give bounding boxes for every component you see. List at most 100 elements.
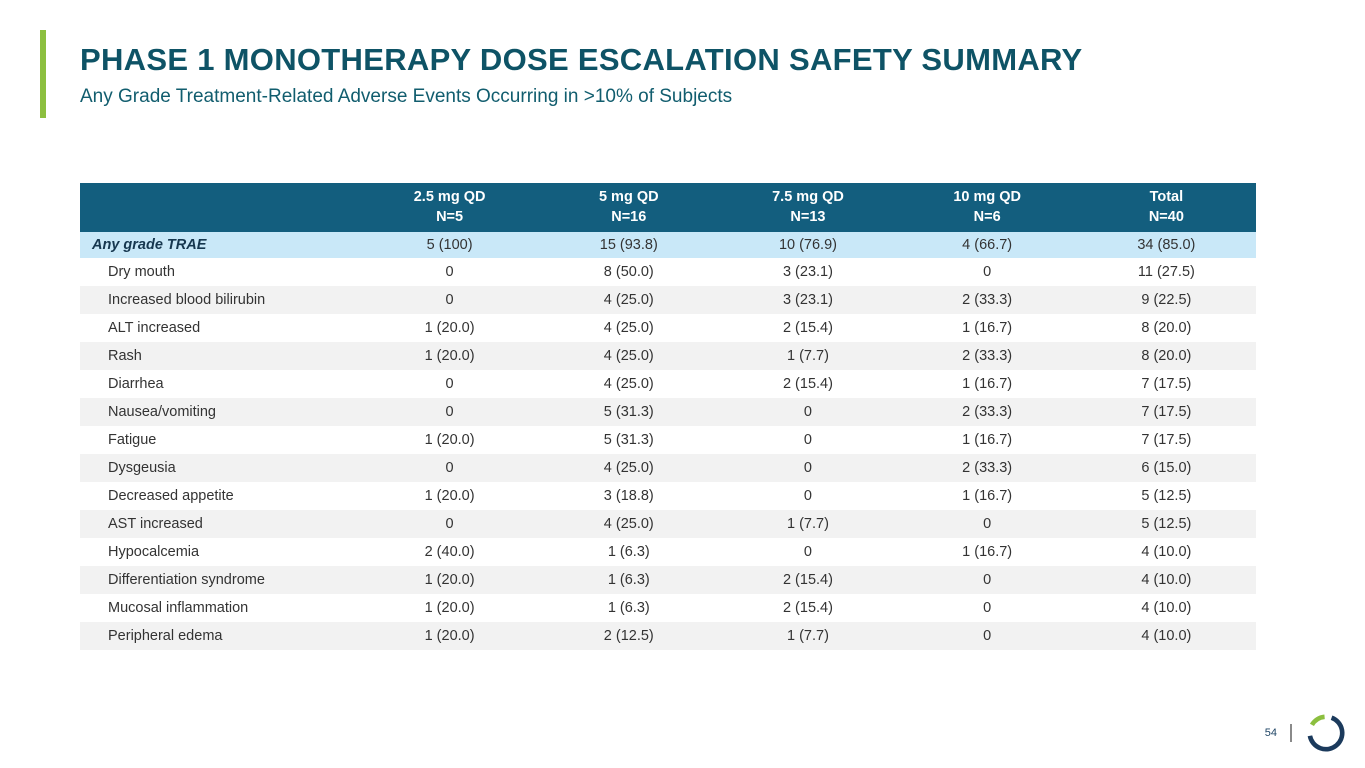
page-title: PHASE 1 MONOTHERAPY DOSE ESCALATION SAFE… <box>80 42 1083 77</box>
cell-value: 0 <box>897 510 1077 538</box>
table-row: Rash 1 (20.0) 4 (25.0) 1 (7.7) 2 (33.3) 8 (20… <box>80 342 1256 370</box>
cell-value: 9 (22.5) <box>1076 286 1256 314</box>
row-label: Mucosal inflammation <box>108 600 249 616</box>
column-header: 2.5 mg QD N=5 <box>360 183 540 232</box>
cell-value: 1 (7.7) <box>718 622 898 650</box>
table-row: Hypocalcemia 2 (40.0) 1 (6.3) 0 1 (16.7) 4 (1… <box>80 538 1256 566</box>
cell-value: 2 (15.4) <box>718 566 898 594</box>
cell-value: 2 (40.0) <box>424 544 475 560</box>
row-label: Peripheral edema <box>80 622 360 650</box>
table-row: Dysgeusia 0 4 (25.0) 0 2 (33.3) 6 (15.0) <box>80 454 1256 482</box>
cell-value: 4 (25.0) <box>603 376 654 392</box>
cell-value: 2 (33.3) <box>897 454 1077 482</box>
cell-value: 34 (85.0) <box>1076 232 1256 258</box>
cell-value: 8 (50.0) <box>603 264 654 280</box>
row-label: Diarrhea <box>108 376 164 392</box>
table-row: Diarrhea 0 4 (25.0) 2 (15.4) 1 (16.7) 7 (17.5… <box>80 370 1256 398</box>
cell-value: 0 <box>445 376 454 392</box>
page-subtitle: Any Grade Treatment-Related Adverse Even… <box>80 86 733 107</box>
cell-value: 1 (7.7) <box>718 342 898 370</box>
table-row: Fatigue 1 (20.0) 5 (31.3) 0 1 (16.7) 7 (17.5) <box>80 426 1256 454</box>
table-row: Increased blood bilirubin 0 4 (25.0) 3 (23.… <box>80 286 1256 314</box>
row-label: Nausea/vomiting <box>80 398 360 426</box>
cell-value: 4 (25.0) <box>539 342 719 370</box>
column-header: 10 mg QD N=6 <box>897 183 1077 232</box>
slide-footer: 54 <box>1265 712 1347 754</box>
cell-value: 5 (100) <box>360 232 540 258</box>
cell-value: 2 (15.4) <box>782 320 833 336</box>
cell-value: 0 <box>718 398 898 426</box>
table-row: Mucosal inflammation 1 (20.0) 1 (6.3) 2 (15… <box>80 594 1256 622</box>
cell-value: 15 (93.8) <box>539 232 719 258</box>
cell-value: 4 (25.0) <box>539 286 719 314</box>
footer-divider <box>1290 724 1292 742</box>
cell-value: 7 (17.5) <box>1141 432 1192 448</box>
cell-value: 0 <box>803 544 812 560</box>
cell-value: 11 (27.5) <box>1137 264 1195 280</box>
table-row: Decreased appetite 1 (20.0) 3 (18.8) 0 1 (16… <box>80 482 1256 510</box>
cell-value: 7 (17.5) <box>1141 376 1192 392</box>
cell-value: 1 (20.0) <box>424 600 475 616</box>
row-label: Differentiation syndrome <box>80 566 360 594</box>
table-row: ALT increased 1 (20.0) 4 (25.0) 2 (15.4) 1 (… <box>80 314 1256 342</box>
cell-value: 7 (17.5) <box>1076 398 1256 426</box>
cell-value: 6 (15.0) <box>1076 454 1256 482</box>
row-label: Decreased appetite <box>108 488 234 504</box>
cell-value: 0 <box>983 264 992 280</box>
cell-value: 0 <box>983 600 992 616</box>
cell-value: 1 (6.3) <box>607 544 650 560</box>
cell-value: 1 (16.7) <box>962 544 1013 560</box>
cell-value: 0 <box>803 488 812 504</box>
cell-value: 1 (16.7) <box>962 432 1013 448</box>
table-row: Differentiation syndrome 1 (20.0) 1 (6.3) 2… <box>80 566 1256 594</box>
cell-value: 4 (10.0) <box>1076 622 1256 650</box>
cell-value: 5 (31.3) <box>603 432 654 448</box>
page-number: 54 <box>1264 727 1277 739</box>
cell-value: 5 (31.3) <box>539 398 719 426</box>
cell-value: 1 (20.0) <box>424 320 475 336</box>
row-label: Dysgeusia <box>80 454 360 482</box>
cell-value: 1 (6.3) <box>539 566 719 594</box>
cell-value: 2 (33.3) <box>897 398 1077 426</box>
cell-value: 1 (16.7) <box>962 376 1013 392</box>
cell-value: 2 (33.3) <box>897 342 1077 370</box>
row-label: Rash <box>80 342 360 370</box>
cell-value: 1 (16.7) <box>962 320 1013 336</box>
cell-value: 0 <box>360 286 540 314</box>
header-row: 2.5 mg QD N=5 5 mg QD N=16 7.5 mg QD N=13 10 m… <box>80 183 1256 232</box>
ae-table-body: Any grade TRAE 5 (100) 15 (93.8) 10 (76.9) 4… <box>80 232 1256 650</box>
title-accent-bar <box>40 30 46 118</box>
cell-value: 1 (20.0) <box>424 432 475 448</box>
ae-table: 2.5 mg QD N=5 5 mg QD N=16 7.5 mg QD N=13 10 m… <box>80 183 1256 650</box>
cell-value: 0 <box>803 432 812 448</box>
ae-table-header: 2.5 mg QD N=5 5 mg QD N=16 7.5 mg QD N=13 10 m… <box>80 183 1256 232</box>
cell-value: 0 <box>360 398 540 426</box>
cell-value: 2 (12.5) <box>539 622 719 650</box>
cell-value: 5 (12.5) <box>1141 488 1192 504</box>
cell-value: 2 (33.3) <box>897 286 1077 314</box>
table-row: Dry mouth 0 8 (50.0) 3 (23.1) 0 11 (27.5) <box>80 258 1256 286</box>
cell-value: 1 (7.7) <box>718 510 898 538</box>
cell-value: 3 (18.8) <box>603 488 654 504</box>
cell-value: 5 (12.5) <box>1076 510 1256 538</box>
cell-value: 2 (15.4) <box>782 600 833 616</box>
row-label: ALT increased <box>108 320 201 336</box>
cell-value: 4 (25.0) <box>539 454 719 482</box>
row-label: Fatigue <box>108 432 157 448</box>
cell-value: 8 (20.0) <box>1076 342 1256 370</box>
table-row: Nausea/vomiting 0 5 (31.3) 0 2 (33.3) 7 (17.5… <box>80 398 1256 426</box>
cell-value: 0 <box>360 510 540 538</box>
cell-value: 4 (25.0) <box>539 510 719 538</box>
column-header-empty <box>80 183 360 232</box>
cell-value: 0 <box>445 264 454 280</box>
column-header: Total N=40 <box>1076 183 1256 232</box>
ring-logo-icon <box>1307 714 1345 752</box>
cell-value: 1 (20.0) <box>424 488 475 504</box>
column-header: 5 mg QD N=16 <box>539 183 719 232</box>
row-label: Dry mouth <box>108 264 175 280</box>
cell-value: 1 (20.0) <box>360 342 540 370</box>
cell-value: 2 (15.4) <box>782 376 833 392</box>
cell-value: 0 <box>897 622 1077 650</box>
cell-value: 1 (20.0) <box>360 566 540 594</box>
row-label: Increased blood bilirubin <box>80 286 360 314</box>
